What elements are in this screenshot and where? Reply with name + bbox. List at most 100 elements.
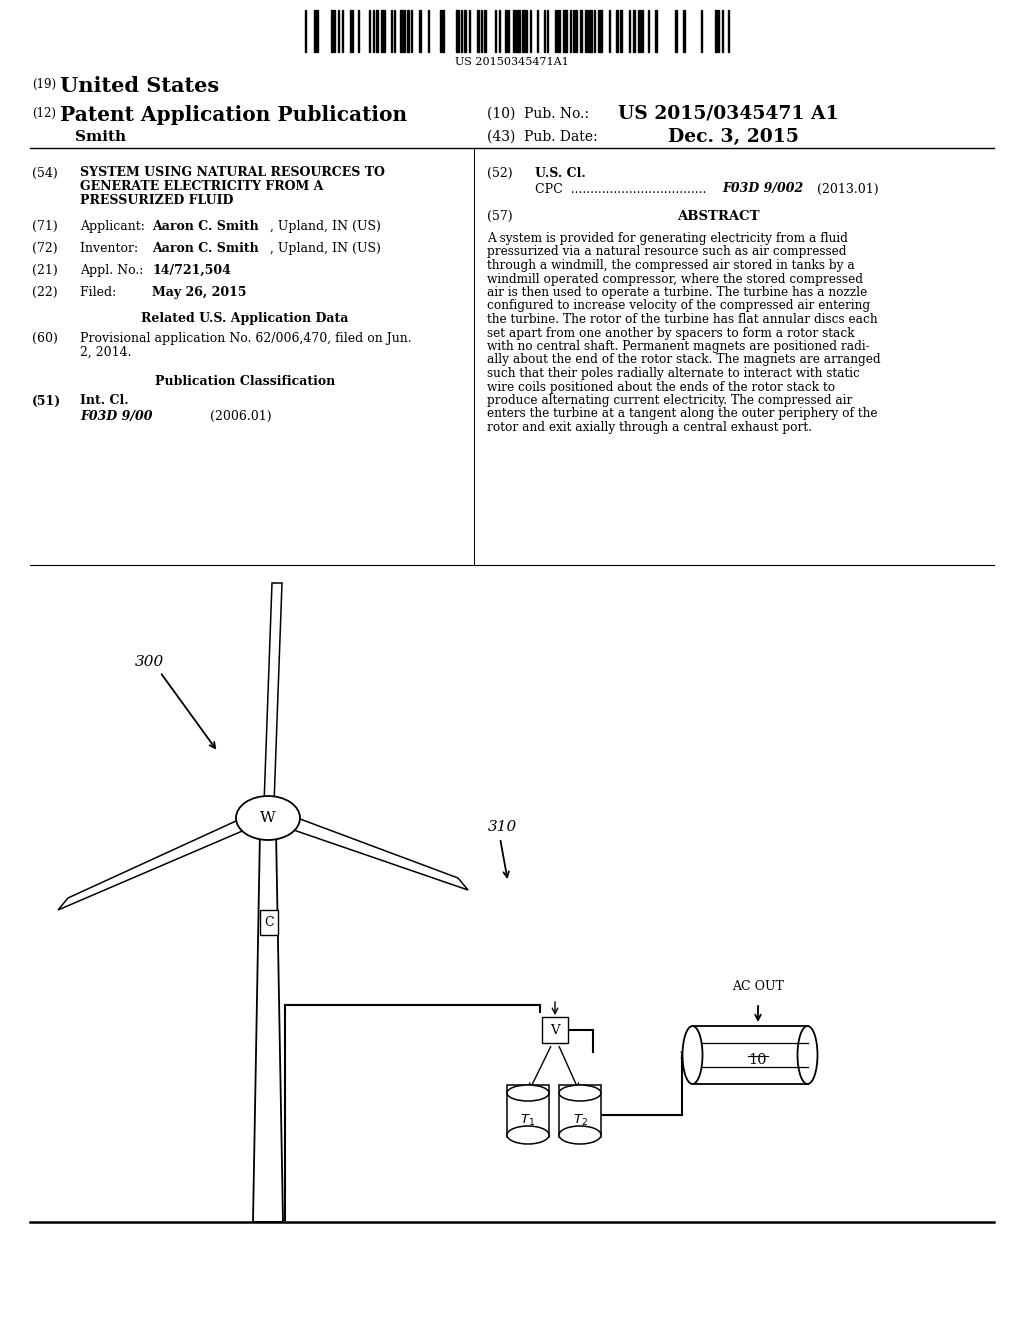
Text: PRESSURIZED FLUID: PRESSURIZED FLUID (80, 194, 233, 207)
Ellipse shape (507, 1085, 549, 1101)
Text: Int. Cl.: Int. Cl. (80, 393, 129, 407)
Bar (464, 11, 466, 51)
Text: CPC  ...................................: CPC ................................... (535, 183, 715, 195)
Bar (575, 11, 577, 51)
Text: (52): (52) (487, 168, 513, 180)
Text: AC OUT: AC OUT (732, 979, 784, 993)
Text: V: V (550, 1023, 560, 1036)
Text: Appl. No.:: Appl. No.: (80, 264, 147, 277)
Text: Aaron C. Smith: Aaron C. Smith (152, 242, 259, 255)
Bar (563, 11, 567, 51)
Text: SYSTEM USING NATURAL RESOURCES TO: SYSTEM USING NATURAL RESOURCES TO (80, 166, 385, 180)
Bar (403, 11, 406, 51)
Text: , Upland, IN (US): , Upland, IN (US) (270, 220, 381, 234)
Bar (331, 11, 333, 51)
Bar (715, 11, 717, 51)
Text: 310: 310 (488, 820, 517, 834)
Bar (381, 11, 385, 51)
Text: , Upland, IN (US): , Upland, IN (US) (270, 242, 381, 255)
Bar (585, 11, 587, 51)
Bar (683, 11, 685, 51)
Bar (675, 11, 677, 51)
Polygon shape (264, 583, 282, 804)
Text: with no central shaft. Permanent magnets are positioned radi-: with no central shaft. Permanent magnets… (487, 341, 869, 352)
Bar (507, 1085, 549, 1137)
Text: ABSTRACT: ABSTRACT (677, 210, 759, 223)
Text: Inventor:: Inventor: (80, 242, 151, 255)
Text: Publication Classification: Publication Classification (155, 375, 335, 388)
Text: GENERATE ELECTRICITY FROM A: GENERATE ELECTRICITY FROM A (80, 180, 324, 193)
Ellipse shape (559, 1085, 601, 1101)
Text: (2006.01): (2006.01) (210, 411, 271, 422)
Text: 300: 300 (135, 655, 164, 669)
Ellipse shape (798, 1026, 817, 1084)
Bar (633, 11, 635, 51)
Text: U.S. Cl.: U.S. Cl. (535, 168, 586, 180)
Text: $T_1$: $T_1$ (520, 1113, 536, 1127)
Text: through a windmill, the compressed air stored in tanks by a: through a windmill, the compressed air s… (487, 259, 855, 272)
Bar (376, 11, 378, 51)
Text: the turbine. The rotor of the turbine has flat annular discs each: the turbine. The rotor of the turbine ha… (487, 313, 878, 326)
Text: C: C (264, 916, 273, 929)
Text: US 20150345471A1: US 20150345471A1 (455, 57, 569, 67)
Bar (559, 1085, 601, 1137)
Text: pressurized via a natural resource such as air compressed: pressurized via a natural resource such … (487, 246, 847, 259)
Bar (692, 1026, 808, 1084)
Text: F03D 9/002: F03D 9/002 (722, 182, 803, 195)
Text: set apart from one another by spacers to form a rotor stack: set apart from one another by spacers to… (487, 326, 855, 339)
Text: A system is provided for generating electricity from a fluid: A system is provided for generating elec… (487, 232, 848, 246)
Text: W: W (260, 810, 275, 825)
Bar (350, 11, 353, 51)
Bar (442, 11, 444, 51)
Text: $T_2$: $T_2$ (572, 1113, 588, 1127)
Bar (505, 11, 507, 51)
Text: 14/721,504: 14/721,504 (152, 264, 230, 277)
Text: air is then used to operate a turbine. The turbine has a nozzle: air is then used to operate a turbine. T… (487, 286, 867, 300)
Text: produce alternating current electricity. The compressed air: produce alternating current electricity.… (487, 393, 852, 407)
Text: Applicant:: Applicant: (80, 220, 153, 234)
Text: United States: United States (60, 77, 219, 96)
Ellipse shape (683, 1026, 702, 1084)
Bar (655, 11, 657, 51)
Text: 10: 10 (749, 1053, 767, 1067)
Text: Provisional application No. 62/006,470, filed on Jun.: Provisional application No. 62/006,470, … (80, 333, 412, 345)
Bar (598, 11, 602, 51)
Text: configured to increase velocity of the compressed air entering: configured to increase velocity of the c… (487, 300, 870, 313)
Bar (616, 11, 618, 51)
Bar (419, 11, 421, 51)
Bar (400, 11, 402, 51)
Bar (513, 11, 515, 51)
Bar (516, 11, 520, 51)
Text: (60): (60) (32, 333, 58, 345)
Bar (620, 11, 622, 51)
Text: Related U.S. Application Data: Related U.S. Application Data (141, 312, 349, 325)
Ellipse shape (236, 796, 300, 840)
Text: rotor and exit axially through a central exhaust port.: rotor and exit axially through a central… (487, 421, 812, 434)
Text: Aaron C. Smith: Aaron C. Smith (152, 220, 259, 234)
Bar (484, 11, 486, 51)
Text: (57): (57) (487, 210, 513, 223)
Text: (51): (51) (32, 395, 61, 408)
Text: enters the turbine at a tangent along the outer periphery of the: enters the turbine at a tangent along th… (487, 408, 878, 421)
Text: such that their poles radially alternate to interact with static: such that their poles radially alternate… (487, 367, 860, 380)
Bar (314, 11, 316, 51)
Bar (477, 11, 479, 51)
Text: wire coils positioned about the ends of the rotor stack to: wire coils positioned about the ends of … (487, 380, 836, 393)
Text: F03D 9/00: F03D 9/00 (80, 411, 153, 422)
Text: (2013.01): (2013.01) (813, 183, 879, 195)
Text: (43)  Pub. Date:: (43) Pub. Date: (487, 129, 598, 144)
Bar (588, 11, 592, 51)
Ellipse shape (559, 1126, 601, 1144)
Ellipse shape (507, 1126, 549, 1144)
Text: Dec. 3, 2015: Dec. 3, 2015 (668, 128, 799, 147)
Text: windmill operated compressor, where the stored compressed: windmill operated compressor, where the … (487, 272, 863, 285)
Text: May 26, 2015: May 26, 2015 (152, 286, 247, 300)
Text: (54): (54) (32, 168, 57, 180)
Text: (21): (21) (32, 264, 57, 277)
Text: Patent Application Publication: Patent Application Publication (60, 106, 408, 125)
Bar (580, 11, 582, 51)
Polygon shape (58, 810, 260, 909)
Text: ally about the end of the rotor stack. The magnets are arranged: ally about the end of the rotor stack. T… (487, 354, 881, 367)
Text: (10)  Pub. No.:: (10) Pub. No.: (487, 107, 589, 121)
Bar (522, 11, 525, 51)
